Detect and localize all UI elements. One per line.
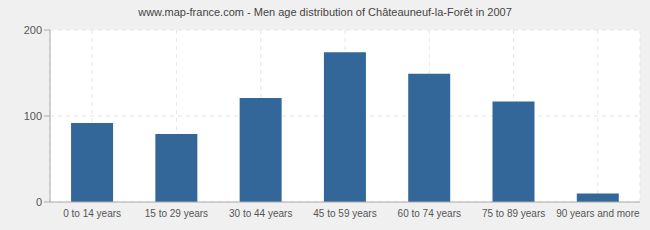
svg-text:200: 200 xyxy=(24,24,42,36)
svg-text:90 years and more: 90 years and more xyxy=(556,208,640,219)
svg-text:0: 0 xyxy=(36,196,42,208)
svg-text:30 to 44 years: 30 to 44 years xyxy=(229,208,292,219)
svg-text:45 to 59 years: 45 to 59 years xyxy=(313,208,376,219)
svg-text:75 to 89 years: 75 to 89 years xyxy=(482,208,545,219)
svg-text:15 to 29 years: 15 to 29 years xyxy=(145,208,208,219)
svg-text:60 to 74 years: 60 to 74 years xyxy=(398,208,461,219)
svg-text:100: 100 xyxy=(24,110,42,122)
html-text:www.map-france.com - Men age d: www.map-france.com - Men age distributio… xyxy=(138,6,512,18)
svg-text:0 to 14 years: 0 to 14 years xyxy=(63,208,121,219)
